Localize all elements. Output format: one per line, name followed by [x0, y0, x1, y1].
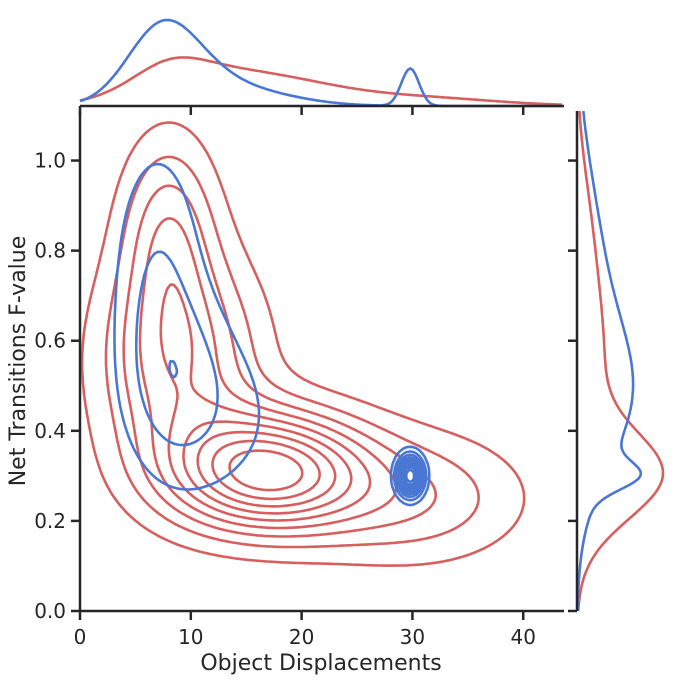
contour-line-series-0-level-3 [396, 456, 424, 496]
x-tick-label-3: 30 [400, 625, 425, 649]
contour-line-series-0-level-4 [398, 458, 422, 494]
y-tick-label-0: 0.0 [34, 599, 66, 623]
right-marginal-plot [576, 110, 665, 612]
x-tick-label-2: 20 [289, 625, 314, 649]
x-tick-label-1: 10 [178, 625, 203, 649]
axes-layer: 0 10 20 30 40 0.0 0.2 0.4 0.6 0.8 1.0 Object Displa… [6, 104, 579, 676]
right-marginal-curve-series-0 [576, 110, 643, 611]
x-axis-label: Object Displacements [200, 651, 441, 676]
y-tick-label-1: 0.2 [34, 509, 66, 533]
top-marginal-plot [79, 18, 563, 108]
right-marginal-curve-series-1 [576, 110, 665, 612]
y-tick-label-5: 1.0 [34, 149, 66, 173]
y-tick-label-3: 0.6 [34, 329, 66, 353]
x-tick-label-4: 40 [510, 625, 535, 649]
contour-line-series-0-level-1 [135, 250, 428, 502]
top-marginal-curve-series-1 [79, 56, 563, 106]
contour-line-series-0-level-2 [168, 359, 426, 499]
y-tick-label-2: 0.4 [34, 419, 66, 443]
y-tick-label-4: 0.8 [34, 239, 66, 263]
contour-line-series-0-level-8 [404, 468, 416, 484]
contour-line-series-1-level-6 [196, 430, 337, 508]
contour-line-series-1-level-8 [228, 449, 304, 492]
contour-line-series-1-level-0 [80, 121, 526, 567]
contour-line-series-0-level-5 [399, 460, 421, 491]
contour-line-series-1-level-1 [104, 155, 480, 549]
contour-line-series-0-level-6 [401, 463, 419, 489]
contour-line-series-1-level-5 [182, 420, 353, 515]
contour-line-series-1-level-3 [138, 217, 398, 530]
top-marginal-curve-series-0 [79, 18, 562, 108]
x-tick-label-0: 0 [74, 625, 87, 649]
contour-line-series-1-level-4 [159, 283, 372, 522]
main-plot-area [80, 121, 526, 567]
contour-line-series-1-level-7 [211, 439, 321, 501]
contour-line-series-0-level-7 [403, 465, 418, 487]
y-axis-label: Net Transitions F-value [6, 236, 31, 487]
contour-line-series-0-level-0 [113, 162, 431, 507]
